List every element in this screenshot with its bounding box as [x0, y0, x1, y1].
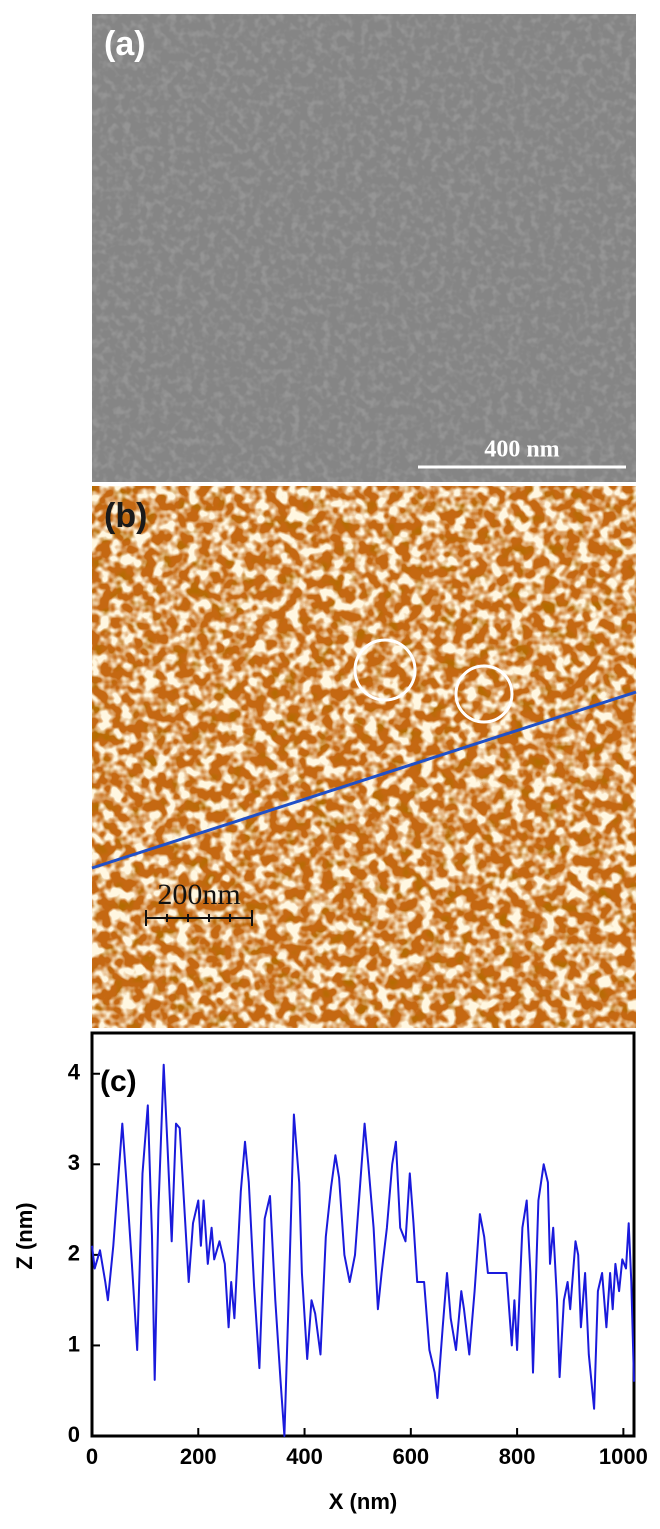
plot-frame — [90, 1031, 636, 1438]
x-tick-label: 0 — [86, 1444, 98, 1469]
panel-label: (c) — [100, 1065, 137, 1098]
highlight-circle — [454, 664, 514, 724]
y-tick-label: 3 — [68, 1150, 80, 1175]
scale-bar-label: 400 nm — [484, 437, 559, 463]
panel-label: (a) — [104, 25, 146, 63]
x-tick-label: 200 — [180, 1444, 217, 1469]
y-axis-title: Z (nm) — [12, 1202, 37, 1269]
scale-bar-label: 200nm — [157, 878, 240, 911]
scale-bar — [145, 910, 253, 926]
x-axis-title: X (nm) — [329, 1489, 397, 1514]
sem-texture — [92, 14, 636, 482]
x-tick-label: 800 — [499, 1444, 536, 1469]
panel-label: (b) — [104, 497, 147, 535]
y-tick-label: 0 — [68, 1422, 80, 1447]
x-tick-label: 400 — [286, 1444, 323, 1469]
highlight-circle — [353, 638, 417, 702]
y-tick-label: 1 — [68, 1331, 80, 1356]
profile-line — [91, 690, 637, 870]
profile-curve — [91, 1063, 635, 1437]
y-tick-label: 2 — [68, 1241, 80, 1266]
y-tick-label: 4 — [68, 1060, 81, 1085]
x-tick-label: 1000 — [599, 1444, 648, 1469]
x-tick-label: 600 — [392, 1444, 429, 1469]
afm-texture — [92, 486, 636, 1028]
